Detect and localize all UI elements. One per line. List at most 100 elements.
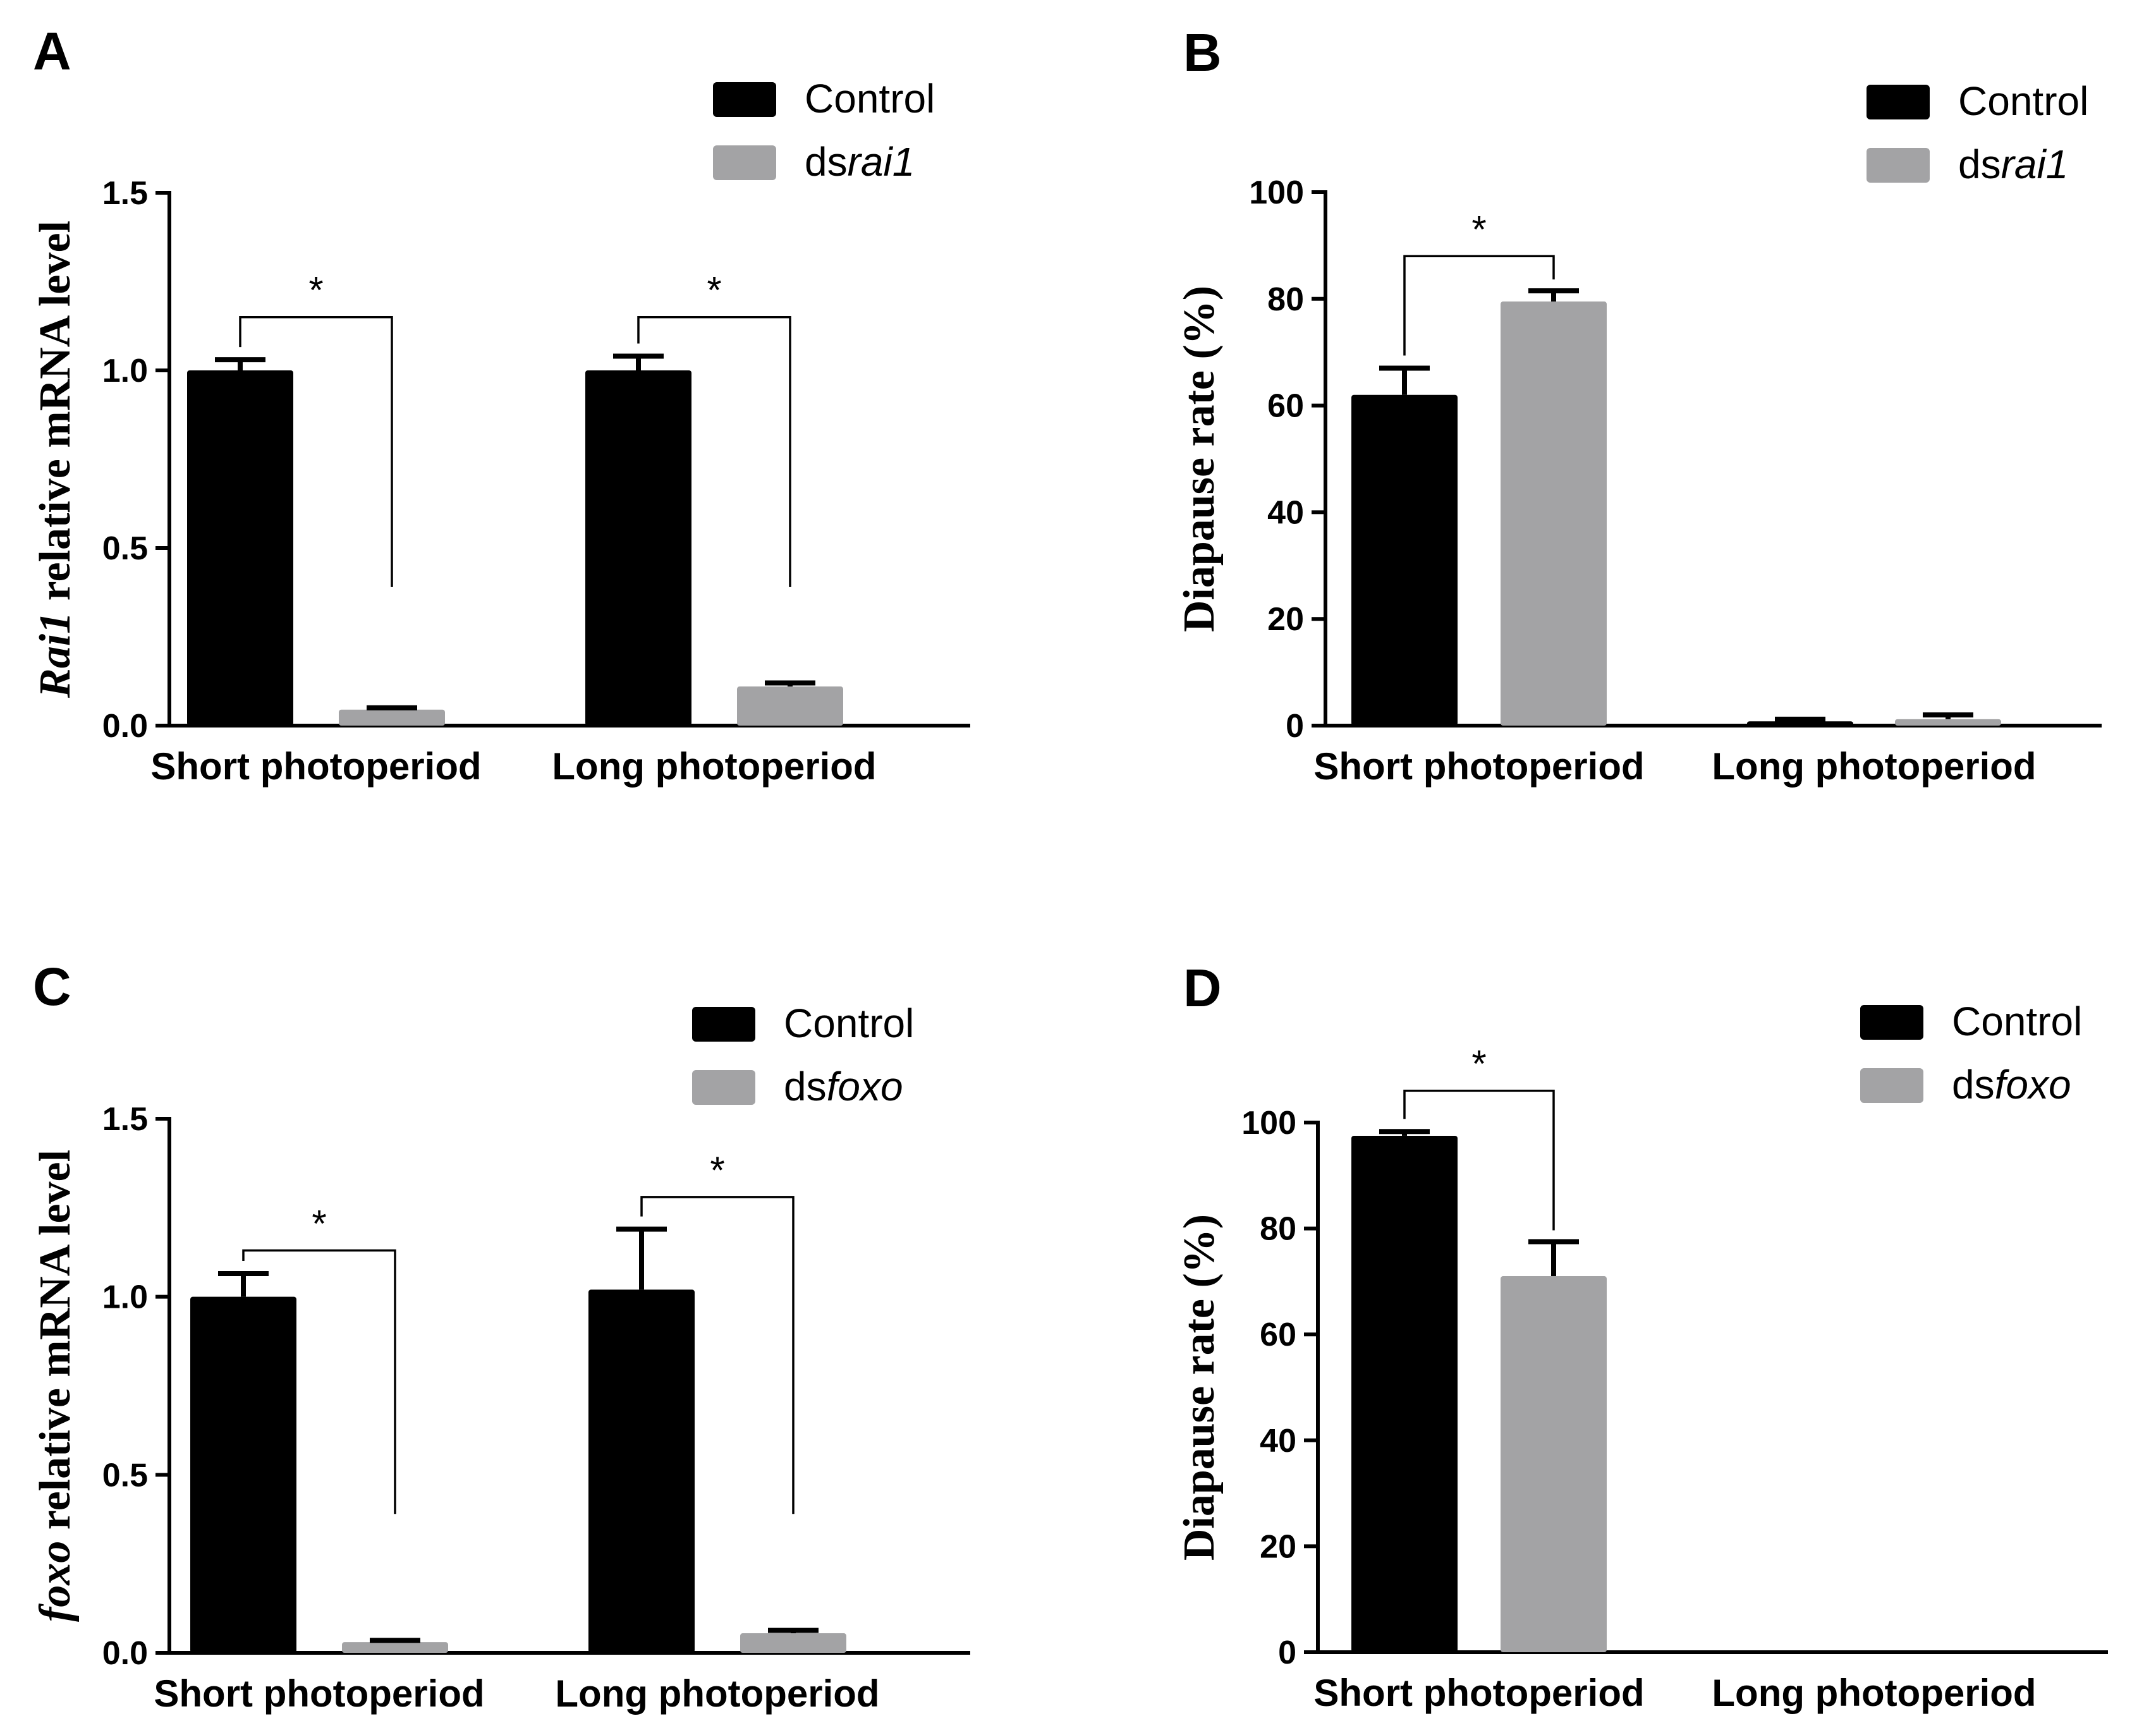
y-axis-label: foxo relative mRNA level [31,1150,80,1622]
legend: Control dsrai1 [1867,78,2088,187]
significance-star: * [1471,1043,1486,1085]
y-tick-label: 0 [1286,708,1304,745]
y-tick-label: 0.5 [102,1457,148,1494]
legend-label-treatment: dsfoxo [1952,1062,2071,1107]
legend-label-prefix: Control [805,76,935,121]
significance-bracket [242,1249,396,1514]
x-category-label: Long photoperiod [555,1672,879,1715]
y-tick-label: 60 [1267,388,1304,425]
x-category-label: Short photoperiod [154,1672,484,1715]
legend-label-control: Control [1958,78,2088,124]
y-axis-label-text: Diapause rate (%) [1175,286,1224,632]
y-axis-label-italic: Rai1 [31,612,80,698]
bar-treatment [342,1642,448,1653]
bar-control [1351,394,1458,726]
legend-swatch-control [713,82,776,117]
legend-label-italic: foxo [1995,1062,2071,1107]
significance-star: * [707,269,721,312]
legend-label-control: Control [784,1001,914,1046]
legend-swatch-treatment [1860,1068,1923,1103]
legend-label-prefix: ds [805,139,848,185]
y-tick-label: 20 [1260,1528,1296,1565]
chart-panel-a: A 0.0 0.5 1.0 1.5 Rai1 relative mRNA level Sho… [31,21,970,788]
legend-swatch-control [692,1007,755,1042]
legend-label-prefix: Control [784,1001,914,1046]
legend: Control dsfoxo [692,1001,914,1109]
chart-panel-d: D 0 20 40 60 80 100 Diapause rate (%) Short phot… [1175,958,2108,1714]
bar-treatment [1501,301,1607,726]
legend-swatch-treatment [713,145,776,180]
x-category-label: Long photoperiod [1712,745,2036,788]
x-category-label: Short photoperiod [1313,1672,1644,1714]
legend: Control dsrai1 [713,76,935,185]
legend-label-prefix: ds [784,1064,827,1109]
x-category-label: Long photoperiod [1712,1672,2036,1714]
y-tick-label: 0.5 [102,530,148,567]
legend-swatch-treatment [692,1070,755,1105]
significance-star: * [312,1202,326,1245]
bar-treatment [740,1633,846,1653]
legend-swatch-control [1867,85,1930,119]
bar-treatment [1501,1276,1607,1652]
y-tick-label: 0.0 [102,708,148,745]
legend: Control dsfoxo [1860,999,2082,1107]
y-tick-label: 80 [1260,1211,1296,1248]
legend-swatch-control [1860,1005,1923,1040]
legend-label-treatment: dsrai1 [1958,142,2068,187]
significance-star: * [308,269,323,312]
legend-swatch-treatment [1867,148,1930,183]
significance-star: * [710,1149,724,1191]
legend-label-prefix: ds [1958,142,2001,187]
panel-letter: C [33,957,71,1016]
y-tick-label: 0.0 [102,1635,148,1672]
legend-label-treatment: dsrai1 [805,139,915,185]
chart-panel-c: C 0.0 0.5 1.0 1.5 foxo relative mRNA level Sho… [31,957,970,1715]
y-tick-label: 40 [1267,494,1304,531]
x-category-label: Short photoperiod [1313,745,1644,788]
bar-control [588,1289,695,1653]
y-tick-label: 1.5 [102,175,148,212]
bar-treatment [1895,719,2001,726]
bar-control [187,370,293,726]
y-tick-label: 100 [1241,1105,1296,1141]
legend-label-prefix: Control [1952,999,2082,1044]
y-tick-label: 1.0 [102,353,148,389]
y-axis-label-text: relative mRNA level [31,221,80,612]
y-tick-label: 0 [1278,1635,1296,1671]
x-category-label: Long photoperiod [552,745,876,788]
y-tick-label: 60 [1260,1317,1296,1353]
legend-label-prefix: ds [1952,1062,1995,1107]
y-axis-label-text: relative mRNA level [31,1150,80,1541]
legend-label-prefix: Control [1958,78,2088,124]
legend-label-italic: rai1 [848,139,915,185]
y-tick-label: 100 [1249,174,1304,211]
panel-letter: B [1183,23,1222,82]
y-axis-label: Rai1 relative mRNA level [31,221,80,698]
legend-label-italic: rai1 [2001,142,2069,187]
y-tick-label: 1.0 [102,1279,148,1316]
bar-control [190,1296,296,1653]
bar-control [585,370,691,726]
panel-letter: A [33,21,71,81]
bar-control [1747,721,1853,726]
x-category-label: Short photoperiod [150,745,481,788]
significance-bracket [1403,255,1555,356]
y-axis-label-text: Diapause rate (%) [1175,1214,1224,1561]
significance-bracket [637,315,791,587]
y-tick-label: 1.5 [102,1101,148,1138]
y-axis-label-italic: foxo [31,1541,80,1622]
y-tick-label: 80 [1267,281,1304,318]
significance-star: * [1471,208,1486,250]
bar-control [1351,1135,1458,1652]
significance-bracket [239,315,393,587]
legend-label-italic: foxo [827,1064,903,1109]
bar-treatment [339,709,445,726]
y-tick-label: 40 [1260,1423,1296,1459]
y-tick-label: 20 [1267,601,1304,638]
y-axis-label: Diapause rate (%) [1175,1214,1224,1561]
significance-bracket [640,1196,795,1514]
legend-label-treatment: dsfoxo [784,1064,903,1109]
legend-label-control: Control [1952,999,2082,1044]
bar-treatment [737,686,843,726]
